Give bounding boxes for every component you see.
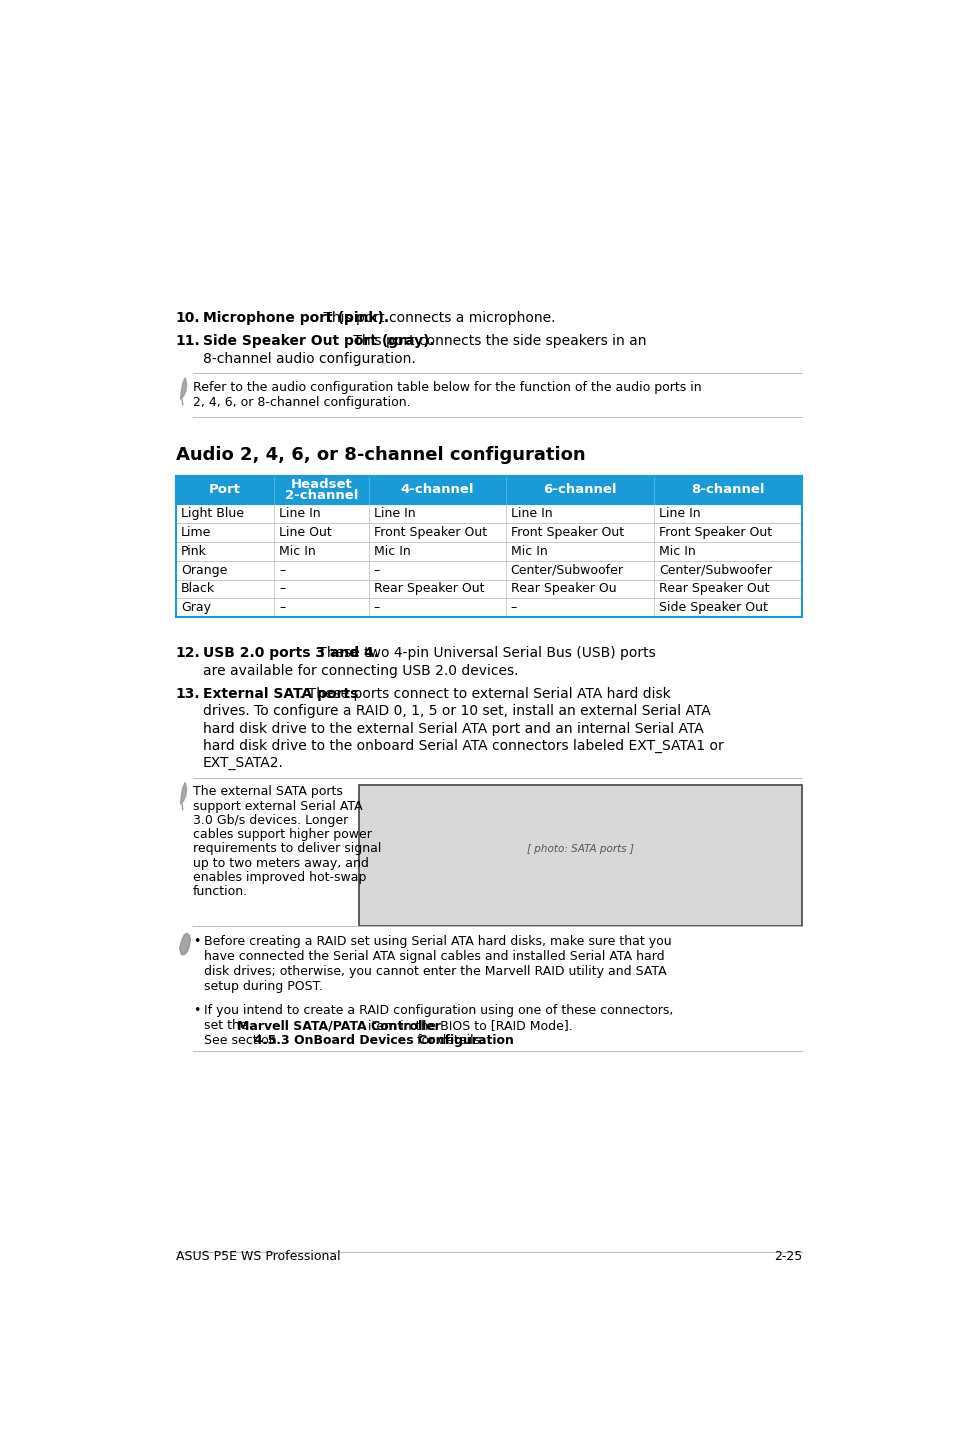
Text: Center/Subwoofer: Center/Subwoofer (510, 564, 623, 577)
Polygon shape (179, 933, 191, 955)
Text: have connected the Serial ATA signal cables and installed Serial ATA hard: have connected the Serial ATA signal cab… (204, 951, 663, 963)
Text: Front Speaker Out: Front Speaker Out (374, 526, 486, 539)
Text: Refer to the audio configuration table below for the function of the audio ports: Refer to the audio configuration table b… (193, 381, 700, 394)
Text: 2-channel: 2-channel (284, 489, 357, 502)
Bar (175, 598, 801, 617)
Text: hard disk drive to the onboard Serial ATA connectors labeled EXT_SATA1 or: hard disk drive to the onboard Serial AT… (203, 739, 723, 754)
Text: Mic In: Mic In (510, 545, 547, 558)
Text: Center/Subwoofer: Center/Subwoofer (659, 564, 771, 577)
Text: 4-channel: 4-channel (400, 483, 474, 496)
Text: Line In: Line In (659, 508, 700, 521)
Text: cables support higher power: cables support higher power (193, 828, 372, 841)
Polygon shape (180, 378, 187, 400)
Text: 11.: 11. (175, 334, 200, 348)
Text: Pink: Pink (181, 545, 207, 558)
Text: Side Speaker Out: Side Speaker Out (659, 601, 767, 614)
Text: enables improved hot-swap: enables improved hot-swap (193, 871, 366, 884)
Text: Rear Speaker Out: Rear Speaker Out (659, 582, 768, 595)
Text: –: – (279, 564, 285, 577)
Bar (175, 476, 801, 617)
Bar (175, 580, 801, 598)
Text: Front Speaker Out: Front Speaker Out (659, 526, 771, 539)
Text: Gray: Gray (181, 601, 211, 614)
Text: Mic In: Mic In (279, 545, 315, 558)
Text: Black: Black (181, 582, 214, 595)
Text: Light Blue: Light Blue (181, 508, 244, 521)
Polygon shape (180, 782, 187, 804)
Text: This port connects a microphone.: This port connects a microphone. (318, 311, 555, 325)
Text: up to two meters away, and: up to two meters away, and (193, 857, 369, 870)
Text: Mic In: Mic In (374, 545, 410, 558)
Text: are available for connecting USB 2.0 devices.: are available for connecting USB 2.0 dev… (203, 664, 517, 677)
Bar (359, 785, 801, 926)
Text: 10.: 10. (175, 311, 200, 325)
Text: 2, 4, 6, or 8-channel configuration.: 2, 4, 6, or 8-channel configuration. (193, 395, 410, 408)
Text: set the: set the (204, 1020, 251, 1032)
Text: This port connects the side speakers in an: This port connects the side speakers in … (349, 334, 646, 348)
Text: item in the BIOS to [RAID Mode].: item in the BIOS to [RAID Mode]. (364, 1020, 573, 1032)
Text: 8-channel audio configuration.: 8-channel audio configuration. (203, 351, 416, 365)
Text: disk drives; otherwise, you cannot enter the Marvell RAID utility and SATA: disk drives; otherwise, you cannot enter… (204, 965, 665, 978)
Text: 12.: 12. (175, 647, 200, 660)
Text: 6-channel: 6-channel (542, 483, 616, 496)
Text: [ photo: SATA ports ]: [ photo: SATA ports ] (527, 844, 634, 854)
Text: The external SATA ports: The external SATA ports (193, 785, 342, 798)
Text: ASUS P5E WS Professional: ASUS P5E WS Professional (175, 1250, 340, 1263)
Text: setup during POST.: setup during POST. (204, 979, 322, 992)
Text: Line In: Line In (510, 508, 552, 521)
Text: Rear Speaker Ou: Rear Speaker Ou (510, 582, 616, 595)
Text: –: – (374, 601, 379, 614)
Bar (175, 561, 801, 580)
Text: Before creating a RAID set using Serial ATA hard disks, make sure that you: Before creating a RAID set using Serial … (204, 935, 671, 948)
Text: requirements to deliver signal: requirements to deliver signal (193, 843, 381, 856)
Text: Rear Speaker Out: Rear Speaker Out (374, 582, 483, 595)
Text: Front Speaker Out: Front Speaker Out (510, 526, 623, 539)
Text: Lime: Lime (181, 526, 211, 539)
Text: EXT_SATA2.: EXT_SATA2. (203, 756, 284, 771)
Text: If you intend to create a RAID configuration using one of these connectors,: If you intend to create a RAID configura… (204, 1004, 673, 1017)
Bar (175, 505, 801, 523)
Text: Orange: Orange (181, 564, 227, 577)
Text: for details.: for details. (413, 1034, 483, 1047)
Text: •: • (193, 1004, 200, 1017)
Text: 4.5.3 OnBoard Devices Configuration: 4.5.3 OnBoard Devices Configuration (253, 1034, 514, 1047)
Text: –: – (374, 564, 379, 577)
Text: Port: Port (209, 483, 241, 496)
Text: Marvell SATA/PATA Controller: Marvell SATA/PATA Controller (237, 1020, 440, 1032)
Bar (175, 542, 801, 561)
Text: Audio 2, 4, 6, or 8-channel configuration: Audio 2, 4, 6, or 8-channel configuratio… (175, 446, 585, 464)
Text: 13.: 13. (175, 687, 200, 700)
Text: External SATA ports: External SATA ports (203, 687, 358, 700)
Text: See section: See section (204, 1034, 280, 1047)
Text: –: – (510, 601, 517, 614)
Text: –: – (279, 582, 285, 595)
Text: 2-25: 2-25 (773, 1250, 801, 1263)
Text: drives. To configure a RAID 0, 1, 5 or 10 set, install an external Serial ATA: drives. To configure a RAID 0, 1, 5 or 1… (203, 705, 710, 718)
Text: Line In: Line In (279, 508, 321, 521)
Text: hard disk drive to the external Serial ATA port and an internal Serial ATA: hard disk drive to the external Serial A… (203, 722, 703, 736)
Text: USB 2.0 ports 3 and 4.: USB 2.0 ports 3 and 4. (203, 647, 378, 660)
Text: •: • (193, 935, 200, 948)
Bar (175, 523, 801, 542)
Text: . These ports connect to external Serial ATA hard disk: . These ports connect to external Serial… (298, 687, 670, 700)
Text: support external Serial ATA: support external Serial ATA (193, 800, 362, 812)
Text: Line Out: Line Out (279, 526, 332, 539)
Bar (175, 476, 801, 505)
Text: function.: function. (193, 886, 248, 899)
Text: These two 4-pin Universal Serial Bus (USB) ports: These two 4-pin Universal Serial Bus (US… (314, 647, 655, 660)
Text: –: – (279, 601, 285, 614)
Text: Microphone port (pink).: Microphone port (pink). (203, 311, 389, 325)
Text: 3.0 Gb/s devices. Longer: 3.0 Gb/s devices. Longer (193, 814, 348, 827)
Text: Side Speaker Out port (gray).: Side Speaker Out port (gray). (203, 334, 435, 348)
Text: Headset: Headset (291, 479, 352, 492)
Text: Mic In: Mic In (659, 545, 695, 558)
Text: Line In: Line In (374, 508, 415, 521)
Text: 8-channel: 8-channel (690, 483, 764, 496)
